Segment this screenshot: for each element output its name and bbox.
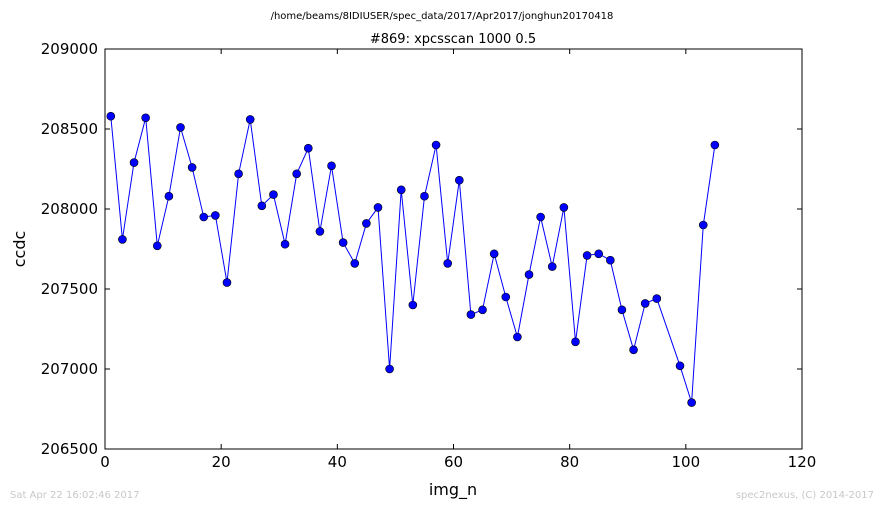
data-point [443,259,452,268]
data-point [675,361,685,371]
x-tick-label: 80 [560,453,579,471]
data-point [698,220,708,230]
data-point [431,140,441,150]
x-tick-label: 40 [328,453,347,471]
data-point [315,227,325,236]
x-tick-label: 60 [444,453,463,471]
y-tick-label: 208500 [41,120,98,138]
y-tick-label: 208000 [41,200,98,218]
plot-area [104,48,803,450]
data-point [222,278,232,287]
axis-ticks: 0 20 40 60 80 100 120 206500 207000 207500 208000 2… [41,40,817,471]
data-point [234,169,243,179]
data-series [106,111,720,407]
data-point [257,201,267,211]
data-point [176,123,185,132]
data-point [478,305,487,315]
data-point [350,259,360,268]
data-point [455,175,464,185]
data-point [269,190,278,199]
data-point [420,191,429,201]
chart-title: #869: xpcsscan 1000 0.5 [370,32,536,47]
data-point [559,203,569,212]
data-point [106,111,116,121]
series-line [110,116,716,403]
data-point [501,292,511,302]
chart-suptitle: /home/beams/8IDIUSER/spec_data/2017/Apr2… [271,11,614,22]
y-tick-label: 209000 [41,40,98,58]
footer-credit: spec2nexus, (C) 2014-2017 [736,490,874,501]
data-point [118,235,127,244]
data-point [373,203,383,212]
data-point [489,249,499,259]
data-point [211,211,220,220]
data-point [152,241,162,251]
data-point [547,262,557,271]
y-tick-label: 206500 [41,440,98,458]
data-point [606,255,615,265]
data-point [141,113,150,123]
data-point [652,294,662,303]
data-point [571,337,580,347]
x-tick-label: 0 [100,453,110,471]
x-tick-label: 20 [212,453,231,471]
data-point [408,300,418,310]
data-point [199,212,209,222]
data-point [629,345,638,355]
data-point [466,310,476,319]
data-point [362,219,371,228]
y-tick-label: 207000 [41,360,98,378]
x-tick-label: 120 [788,453,817,471]
data-point [303,143,313,153]
y-axis-label: ccdc [10,231,29,268]
footer-timestamp: Sat Apr 22 16:02:46 2017 [10,490,140,501]
x-tick-label: 100 [672,453,701,471]
data-point [582,251,592,260]
data-point [640,299,650,308]
data-point [129,158,139,167]
y-tick-label: 207500 [41,280,98,298]
data-point [594,249,604,259]
data-point [524,270,534,279]
data-point [710,140,720,150]
data-point [187,163,197,172]
data-point [385,364,394,374]
data-point [164,191,174,201]
data-point [338,238,348,247]
data-point [245,115,255,124]
data-point [687,398,696,407]
x-axis-label: img_n [429,480,477,500]
data-point [536,212,545,222]
data-point [513,332,522,342]
data-point [280,239,290,249]
data-point [292,169,301,179]
data-point [617,305,627,315]
data-point [327,161,336,171]
data-point [396,185,406,195]
